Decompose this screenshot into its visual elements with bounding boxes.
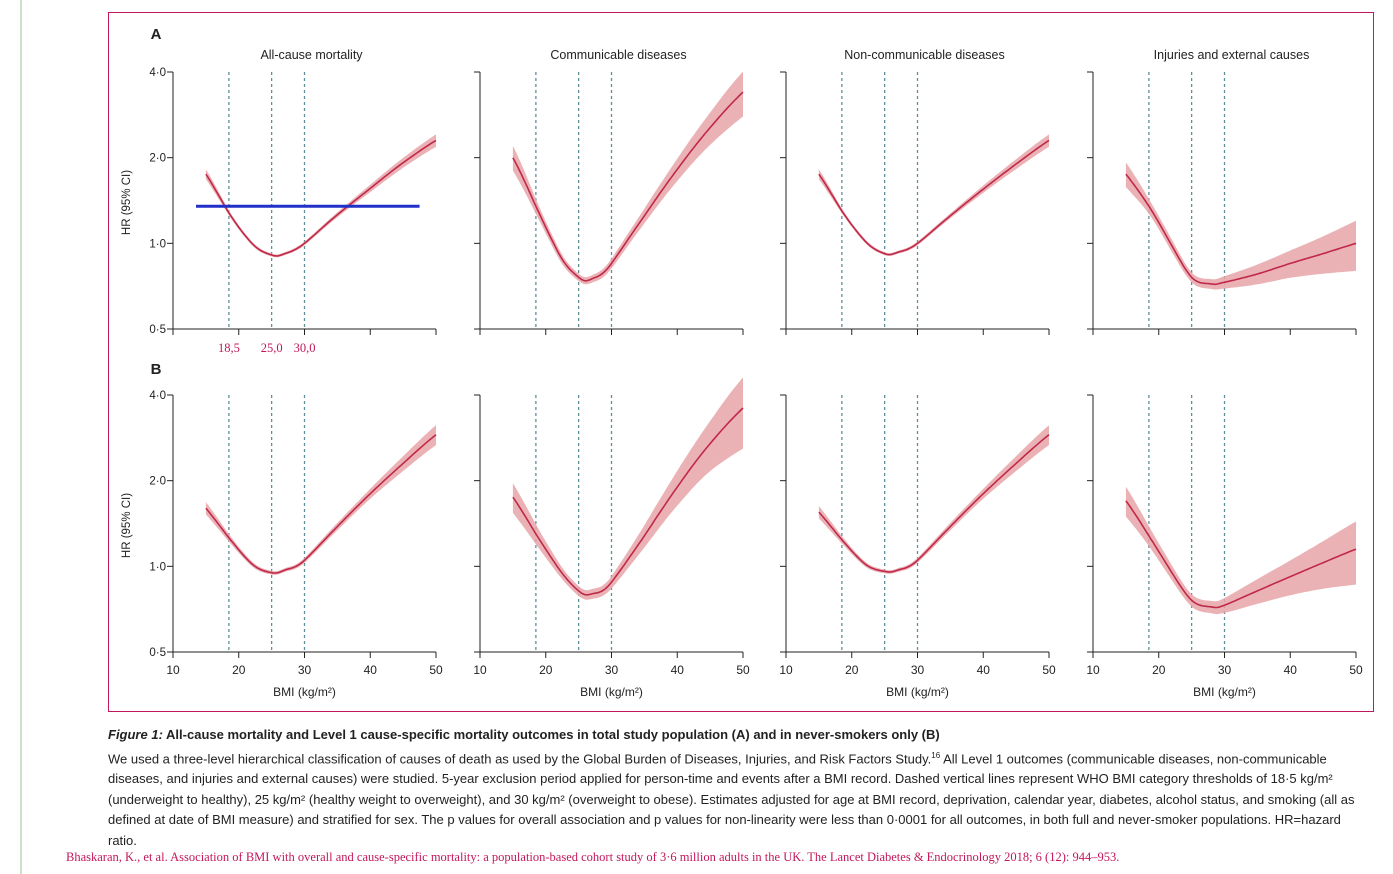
panel-a-2	[780, 71, 1050, 335]
y-axis-label-a: HR (95% CI)	[121, 170, 133, 235]
x-axis-label: BMI (kg/m²)	[1193, 685, 1256, 699]
confidence-band	[818, 134, 1049, 256]
x-axis-label: BMI (kg/m²)	[273, 685, 336, 699]
x-tick-label: 40	[977, 663, 991, 677]
x-axis-label: BMI (kg/m²)	[580, 685, 643, 699]
caption-body-2: All Level 1 outcomes (communicable disea…	[108, 750, 1355, 848]
x-tick-label: 40	[364, 663, 378, 677]
y-axis-label-b: HR (95% CI)	[121, 493, 133, 558]
threshold-annotation: 30,0	[294, 341, 316, 355]
column-title-3: Injuries and external causes	[1154, 48, 1310, 62]
x-tick-label: 30	[298, 663, 312, 677]
hazard-ratio-curve	[1125, 500, 1357, 609]
panel-b-2: 10 20 30 40 50 BMI (kg/m²)	[779, 394, 1056, 699]
figure-caption: Figure 1: All-cause mortality and Level …	[108, 725, 1358, 851]
panel-b-0: 0·5 1·0 2·0 4·0 10 20 30 40 50 BMI (kg/m²)	[149, 390, 443, 699]
confidence-band	[1125, 162, 1356, 290]
x-tick-label: 10	[779, 663, 793, 677]
left-margin-strip	[0, 0, 22, 874]
column-title-2: Non-communicable diseases	[844, 48, 1005, 62]
panel-label-a: A	[151, 26, 162, 43]
x-tick-label: 20	[232, 663, 246, 677]
hazard-ratio-curve	[512, 407, 744, 596]
hazard-ratio-curve	[205, 139, 437, 257]
confidence-band	[512, 377, 743, 600]
x-tick-label: 10	[1086, 663, 1100, 677]
x-tick-label: 50	[1042, 663, 1056, 677]
x-tick-label: 50	[429, 663, 443, 677]
confidence-band	[1125, 486, 1356, 615]
caption-body-1: We used a three-level hierarchical class…	[108, 750, 932, 766]
x-tick-label: 20	[1152, 663, 1166, 677]
x-tick-label: 50	[1349, 663, 1363, 677]
x-tick-label: 40	[671, 663, 685, 677]
hazard-ratio-curve	[205, 434, 437, 574]
y-tick-label: 2·0	[149, 476, 166, 488]
y-tick-label: 1·0	[149, 561, 166, 573]
x-tick-label: 40	[1284, 663, 1298, 677]
caption-reference[interactable]: 16	[931, 750, 941, 760]
source-citation: Bhaskaran, K., et al. Association of BMI…	[66, 850, 1120, 864]
x-tick-label: 10	[473, 663, 487, 677]
x-tick-label: 10	[166, 663, 180, 677]
x-tick-label: 30	[1218, 663, 1232, 677]
panel-b-3: 10 20 30 40 50 BMI (kg/m²)	[1086, 394, 1363, 699]
column-title-0: All-cause mortality	[260, 48, 363, 62]
y-tick-label: 2·0	[149, 153, 166, 165]
confidence-band	[205, 134, 436, 258]
threshold-annotation: 18,5	[218, 341, 240, 355]
confidence-band	[818, 425, 1049, 574]
x-axis-label: BMI (kg/m²)	[886, 685, 949, 699]
panel-label-b: B	[151, 361, 162, 378]
panel-a-1	[474, 71, 744, 335]
hazard-ratio-curve	[1125, 173, 1357, 286]
column-title-1: Communicable diseases	[550, 48, 686, 62]
caption-title-text: All-cause mortality and Level 1 cause-sp…	[166, 727, 940, 742]
confidence-band	[205, 425, 436, 575]
panel-a-0: 0·5 1·0 2·0 4·0 18,5 25,0 30,0	[149, 67, 437, 355]
confidence-band	[512, 71, 743, 285]
y-tick-label: 1·0	[149, 238, 166, 250]
y-tick-label: 0·5	[149, 647, 166, 659]
caption-figure-label: Figure 1:	[108, 727, 163, 742]
figure-frame	[108, 12, 1374, 712]
x-tick-label: 50	[736, 663, 750, 677]
chart-canvas: A B All-cause mortality Communicable diseas…	[121, 26, 1363, 699]
y-tick-label: 0·5	[149, 324, 166, 336]
x-tick-label: 30	[605, 663, 619, 677]
y-tick-label: 4·0	[149, 67, 166, 79]
caption-title: Figure 1: All-cause mortality and Level …	[108, 727, 940, 742]
x-tick-label: 20	[845, 663, 859, 677]
panel-a-3	[1087, 71, 1357, 335]
hazard-ratio-curve	[818, 139, 1050, 256]
panel-b-1: 10 20 30 40 50 BMI (kg/m²)	[473, 377, 750, 699]
x-tick-label: 30	[911, 663, 925, 677]
threshold-annotation: 25,0	[261, 341, 283, 355]
y-tick-label: 4·0	[149, 390, 166, 402]
hazard-ratio-curve	[818, 434, 1050, 573]
hazard-ratio-curve	[512, 91, 744, 282]
x-tick-label: 20	[539, 663, 553, 677]
